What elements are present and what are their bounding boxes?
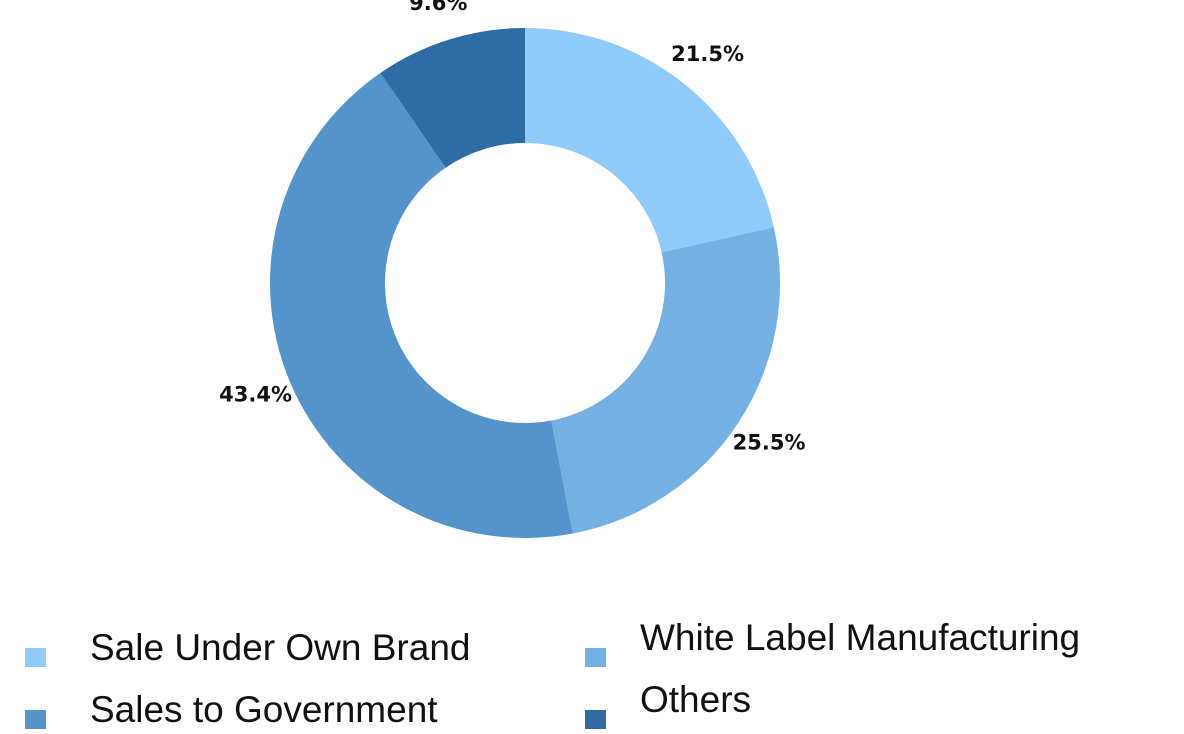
value-label: 9.6%: [409, 0, 467, 15]
legend-label: White Label Manufacturing: [640, 617, 1080, 658]
donut-slice: [269, 72, 573, 539]
legend-label: Sales to Government: [90, 689, 438, 730]
legend-swatch: [585, 648, 606, 667]
legend-swatch: [25, 710, 46, 729]
value-label: 43.4%: [219, 383, 292, 407]
donut-slice: [525, 28, 774, 253]
value-label: 21.5%: [671, 42, 744, 66]
legend-label: Others: [640, 679, 751, 720]
donut-slice: [380, 28, 525, 168]
legend-label: Sale Under Own Brand: [90, 627, 470, 668]
donut-slice: [551, 227, 781, 534]
legend-swatch: [585, 710, 606, 729]
value-label: 25.5%: [733, 430, 806, 454]
legend-swatch: [25, 648, 46, 667]
